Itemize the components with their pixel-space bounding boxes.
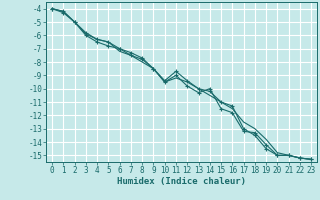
X-axis label: Humidex (Indice chaleur): Humidex (Indice chaleur) [117, 177, 246, 186]
